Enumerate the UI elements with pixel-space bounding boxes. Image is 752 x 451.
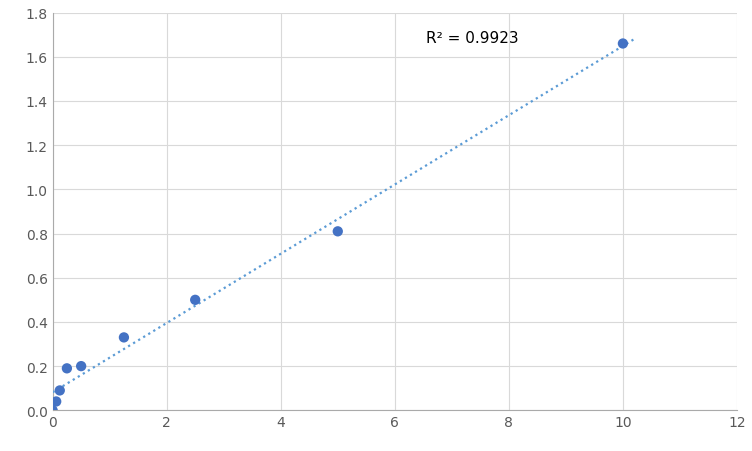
Point [617,41,629,48]
Point [47,407,59,414]
Text: R² = 0.9923: R² = 0.9923 [426,31,519,46]
Point [118,334,130,341]
Point [53,387,65,394]
Point [332,228,344,235]
Point [61,365,73,372]
Point [75,363,87,370]
Point [190,297,202,304]
Point [50,398,62,405]
